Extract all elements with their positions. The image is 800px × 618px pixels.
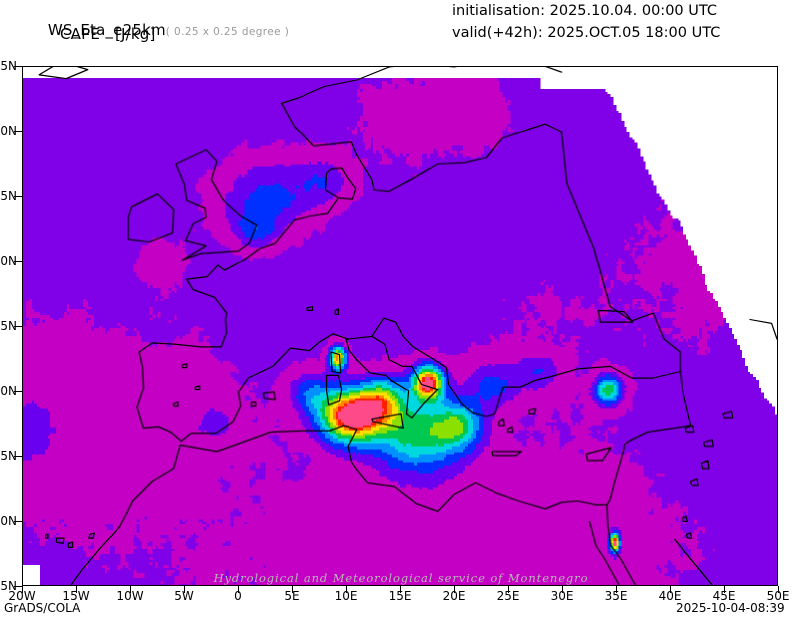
x-tick-label: 35E — [604, 589, 628, 603]
y-tick-mark — [14, 66, 22, 67]
y-tick-label: 30N — [0, 514, 17, 528]
x-tick-label: 25E — [496, 589, 520, 603]
x-tick-mark — [184, 586, 185, 593]
x-tick-label: 45E — [712, 589, 736, 603]
y-tick-label: 40N — [0, 384, 17, 398]
x-tick-mark — [724, 586, 725, 593]
model-title: WS_Eta_e25km( 0.25 x 0.25 degree ) — [28, 3, 289, 57]
x-tick-label: 10E — [334, 589, 358, 603]
x-tick-mark — [454, 586, 455, 593]
x-tick-label: 5W — [174, 589, 194, 603]
y-tick-label: 25N — [0, 579, 17, 593]
x-tick-mark — [292, 586, 293, 593]
y-tick-mark — [14, 196, 22, 197]
y-tick-label: 50N — [0, 254, 17, 268]
x-tick-mark — [22, 586, 23, 593]
y-tick-mark — [14, 326, 22, 327]
producer-label: GrADS/COLA — [4, 601, 81, 615]
valid-time: valid(+42h): 2025.OCT.05 18:00 UTC — [452, 25, 721, 41]
initialisation-time: initialisation: 2025.10.04. 00:00 UTC — [452, 3, 717, 19]
model-resolution: ( 0.25 x 0.25 degree ) — [165, 26, 290, 38]
x-tick-mark — [508, 586, 509, 593]
y-tick-mark — [14, 521, 22, 522]
generation-timestamp: 2025-10-04-08:39 — [676, 601, 785, 615]
x-tick-label: 15E — [388, 589, 412, 603]
y-tick-mark — [14, 131, 22, 132]
x-tick-label: 15W — [62, 589, 90, 603]
y-tick-mark — [14, 391, 22, 392]
x-tick-label: 40E — [658, 589, 682, 603]
y-tick-label: 45N — [0, 319, 17, 333]
x-tick-mark — [778, 586, 779, 593]
x-tick-mark — [346, 586, 347, 593]
y-tick-label: 35N — [0, 449, 17, 463]
x-tick-label: 30E — [550, 589, 574, 603]
x-tick-label: 20W — [8, 589, 36, 603]
y-tick-label: 55N — [0, 189, 17, 203]
variable-title: CAPE [J/kg] — [60, 25, 156, 43]
x-tick-label: 50E — [766, 589, 790, 603]
x-tick-mark — [400, 586, 401, 593]
y-tick-mark — [14, 456, 22, 457]
x-tick-mark — [238, 586, 239, 593]
y-tick-label: 65N — [0, 59, 17, 73]
x-tick-mark — [76, 586, 77, 593]
x-tick-label: 0 — [234, 589, 242, 603]
x-tick-label: 10W — [116, 589, 144, 603]
y-tick-label: 60N — [0, 124, 17, 138]
x-tick-label: 20E — [442, 589, 466, 603]
x-tick-mark — [562, 586, 563, 593]
y-tick-mark — [14, 586, 22, 587]
model-name: WS_Eta_e25km — [47, 21, 166, 39]
x-tick-mark — [670, 586, 671, 593]
x-tick-mark — [616, 586, 617, 593]
y-tick-mark — [14, 261, 22, 262]
cape-field-raster — [23, 67, 777, 585]
map-plot-area[interactable]: Hydrological and Meteorological service … — [22, 66, 778, 586]
x-tick-label: 5E — [284, 589, 300, 603]
x-tick-mark — [130, 586, 131, 593]
